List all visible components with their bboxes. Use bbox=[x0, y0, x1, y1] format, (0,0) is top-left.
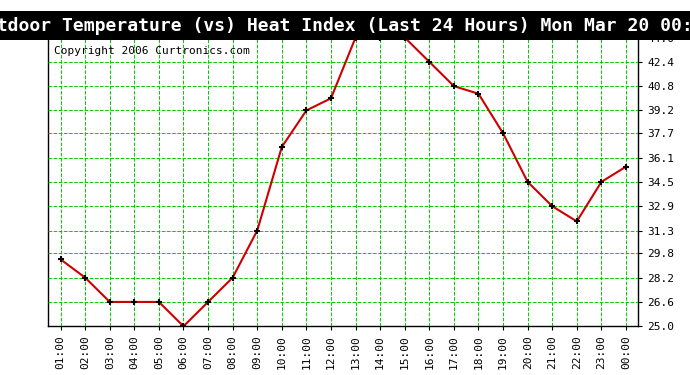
Text: Copyright 2006 Curtronics.com: Copyright 2006 Curtronics.com bbox=[55, 46, 250, 56]
Text: Outdoor Temperature (vs) Heat Index (Last 24 Hours) Mon Mar 20 00:00: Outdoor Temperature (vs) Heat Index (Las… bbox=[0, 17, 690, 35]
